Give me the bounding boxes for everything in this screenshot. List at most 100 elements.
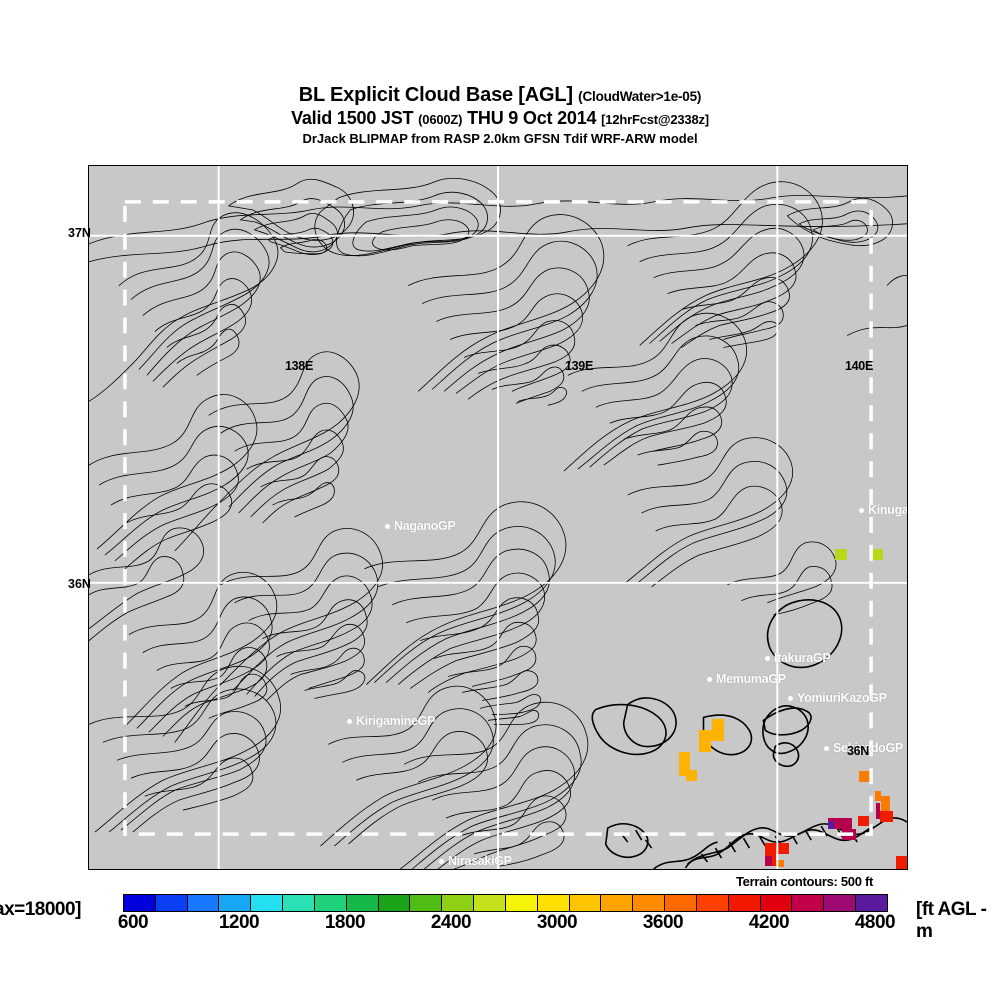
- cloud-base-cell: [859, 771, 870, 782]
- station-label: MemumaGP: [716, 672, 786, 686]
- cloud-base-cell: [778, 843, 789, 854]
- station-marker[interactable]: NaganoGP: [385, 519, 456, 533]
- lon-label-138e-top: 138E: [285, 359, 313, 373]
- colorbar-tick-label: 4200: [748, 912, 790, 933]
- station-marker[interactable]: ItakuraGP: [765, 651, 831, 665]
- station-marker[interactable]: NirasakiGP: [439, 854, 512, 868]
- cloud-base-cell: [776, 860, 784, 867]
- lat-label-36n-right: 36N: [847, 744, 870, 758]
- colorbar-segment: [760, 895, 793, 911]
- colorbar-segment: [124, 895, 156, 911]
- graticule-overlay: [89, 166, 907, 869]
- lat-label-36n: 36N: [68, 577, 91, 591]
- colorbar-segment: [728, 895, 761, 911]
- forecast-map[interactable]: NaganoGPKirigamineGPNirasakiGPFujigawaGP…: [88, 165, 908, 870]
- cloud-base-cell: [880, 811, 893, 822]
- colorbar-segment: [283, 895, 315, 911]
- station-label: ItakuraGP: [774, 651, 831, 665]
- terrain-contours: [89, 177, 907, 869]
- valid-time-line: Valid 1500 JST (0600Z) THU 9 Oct 2014 [1…: [0, 108, 1000, 130]
- terrain-contour-note: Terrain contours: 500 ft: [736, 874, 874, 889]
- cloud-base-cell: [876, 803, 880, 819]
- colorbar-segment: [314, 895, 347, 911]
- colorbar-tick-label: 4800: [854, 912, 896, 933]
- colorbar-right-label: [ft AGL - m: [916, 899, 987, 942]
- forecast-tag: [12hrFcst@2338z]: [601, 112, 709, 127]
- cloud-base-cell: [765, 856, 772, 866]
- cloud-base-cell: [686, 770, 697, 781]
- colorbar-segment: [474, 895, 506, 911]
- colorbar-segment: [537, 895, 570, 911]
- title-qualifier: (CloudWater>1e-05): [578, 89, 702, 104]
- cloud-base-cell: [875, 791, 881, 801]
- colorbar-segment: [442, 895, 475, 911]
- cloud-base-cell: [871, 549, 883, 560]
- colorbar-segment: [155, 895, 188, 911]
- colorbar-segment: [696, 895, 729, 911]
- colorbar-segment: [601, 895, 634, 911]
- station-dot-icon: [707, 677, 712, 683]
- station-label: NirasakiGP: [448, 854, 512, 868]
- colorbar-tick-label: 2400: [430, 912, 472, 933]
- cloud-base-cell: [699, 741, 711, 752]
- colorbar-left-label: ax=18000]: [0, 899, 81, 920]
- cloud-base-cell: [679, 752, 690, 764]
- cloud-base-cell: [881, 796, 890, 815]
- cloud-base-cell: [896, 866, 907, 869]
- station-dot-icon: [788, 696, 793, 702]
- cloud-base-cell: [765, 843, 778, 854]
- station-label: KinugawaGP: [868, 503, 908, 517]
- colorbar-tick-label: 1800: [324, 912, 366, 933]
- colorbar-segment: [187, 895, 220, 911]
- station-dot-icon: [765, 656, 770, 662]
- colorbar-tick-label: 600: [117, 912, 149, 933]
- cloud-base-cell: [828, 821, 834, 829]
- chart-header: BL Explicit Cloud Base [AGL] (CloudWater…: [0, 84, 1000, 147]
- colorbar-segment: [633, 895, 666, 911]
- colorbar-segment: [824, 895, 857, 911]
- colorbar-segment: [665, 895, 697, 911]
- map-canvas: [89, 177, 907, 869]
- lon-label-140e-top: 140E: [845, 359, 873, 373]
- colorbar-segment: [792, 895, 825, 911]
- colorbar-segment: [219, 895, 252, 911]
- cloud-base-cell: [712, 719, 724, 730]
- station-label: YomiuriKazoGP: [797, 691, 887, 705]
- station-label: KirigamineGP: [356, 714, 436, 728]
- station-marker[interactable]: KirigamineGP: [347, 714, 435, 728]
- lon-label-139e-top: 139E: [565, 359, 593, 373]
- station-marker[interactable]: SekiyadoGP: [824, 741, 903, 755]
- colorbar-tick-label: 1200: [218, 912, 260, 933]
- cloud-base-cells: [89, 166, 907, 869]
- colorbar-segment: [569, 895, 602, 911]
- station-label: SekiyadoGP: [833, 741, 903, 755]
- station-dot-icon: [859, 508, 864, 514]
- colorbar-segment: [378, 895, 411, 911]
- cloud-base-cell: [828, 818, 842, 829]
- station-marker[interactable]: MemumaGP: [707, 672, 786, 686]
- title-main: BL Explicit Cloud Base [AGL]: [298, 84, 573, 106]
- colorbar-segment: [346, 895, 379, 911]
- station-dot-icon: [385, 524, 390, 530]
- cloud-base-cell: [835, 549, 847, 560]
- station-marker[interactable]: KinugawaGP: [859, 503, 908, 517]
- source-line: DrJack BLIPMAP from RASP 2.0km GFSN Tdif…: [302, 131, 698, 146]
- station-dot-icon: [824, 746, 829, 752]
- station-label: NaganoGP: [394, 519, 456, 533]
- colorbar-segment: [251, 895, 284, 911]
- cloud-base-cell: [842, 818, 852, 829]
- colorbar-segment: [505, 895, 538, 911]
- valid-date: THU 9 Oct 2014: [467, 108, 597, 128]
- colorbar-tick-label: 3000: [536, 912, 578, 933]
- station-dot-icon: [347, 719, 352, 725]
- valid-utc: (0600Z): [418, 112, 463, 127]
- colorbar[interactable]: [123, 894, 888, 912]
- cloud-base-cell: [896, 856, 907, 866]
- valid-label: Valid 1500 JST: [291, 108, 414, 128]
- station-marker[interactable]: YomiuriKazoGP: [788, 691, 887, 705]
- colorbar-segment: [410, 895, 443, 911]
- lat-label-37n: 37N: [68, 226, 91, 240]
- colorbar-tick-label: 3600: [642, 912, 684, 933]
- cloud-base-cell: [679, 764, 690, 776]
- station-dot-icon: [439, 859, 444, 865]
